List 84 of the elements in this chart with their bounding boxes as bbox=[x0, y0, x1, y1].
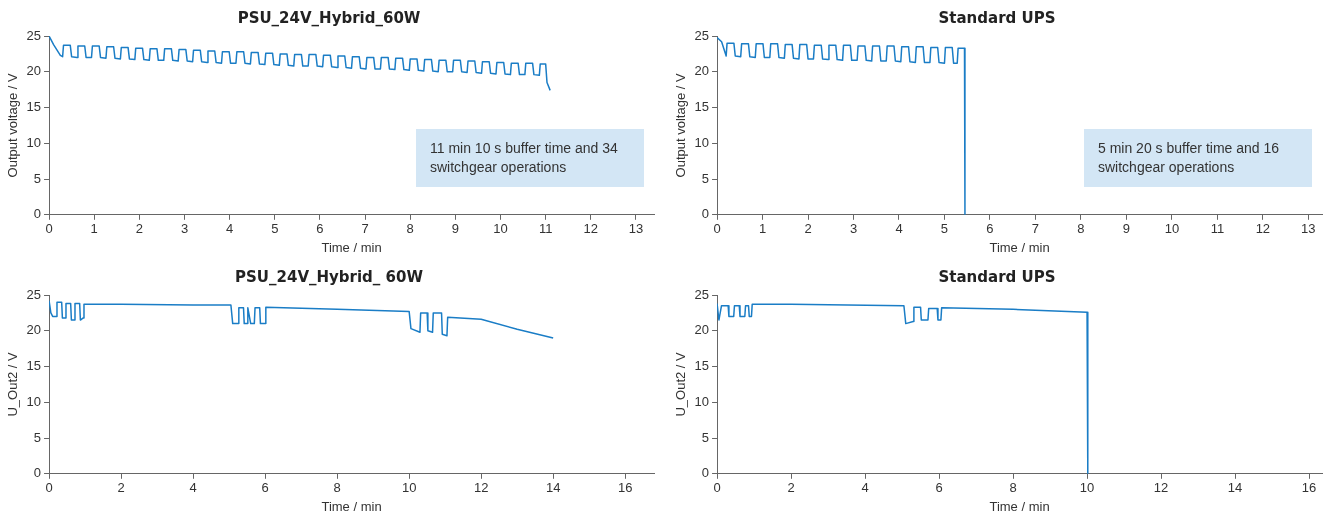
y-tick-label: 10 bbox=[694, 134, 710, 150]
y-tick-label: 20 bbox=[26, 63, 42, 79]
x-tick-label: 2 bbox=[804, 221, 812, 237]
x-tick-label: 2 bbox=[787, 480, 795, 496]
x-tick-label: 3 bbox=[849, 221, 858, 237]
x-tick-label: 9 bbox=[1122, 221, 1131, 237]
x-tick-label: 8 bbox=[1077, 221, 1085, 237]
x-tick-label: 16 bbox=[617, 480, 633, 496]
x-tick-label: 11 bbox=[538, 221, 553, 237]
x-tick-label: 4 bbox=[189, 480, 197, 496]
x-tick-label: 12 bbox=[1153, 480, 1169, 496]
y-tick-label: 25 bbox=[26, 27, 42, 43]
x-tick-label: 2 bbox=[117, 480, 125, 496]
y-axis-title: Output voltage / V bbox=[5, 73, 21, 178]
x-axis-title: Time / min bbox=[989, 239, 1050, 255]
x-tick-label: 14 bbox=[1227, 480, 1243, 496]
y-tick-label: 20 bbox=[26, 322, 42, 338]
x-tick-label: 13 bbox=[1301, 221, 1316, 237]
x-tick-label: 4 bbox=[895, 221, 903, 237]
x-tick-label: 10 bbox=[493, 221, 508, 237]
x-tick-label: 6 bbox=[935, 480, 943, 496]
y-tick-label: 20 bbox=[694, 322, 710, 338]
y-tick-label: 20 bbox=[694, 63, 710, 79]
x-tick-label: 5 bbox=[940, 221, 949, 237]
y-tick-label: 0 bbox=[33, 206, 42, 222]
x-tick-label: 10 bbox=[1164, 221, 1180, 237]
x-tick-label: 3 bbox=[180, 221, 189, 237]
x-tick-label: 1 bbox=[90, 221, 98, 237]
y-tick-label: 0 bbox=[33, 465, 42, 481]
x-tick-label: 0 bbox=[45, 221, 53, 237]
y-tick-label: 0 bbox=[701, 206, 710, 222]
x-tick-label: 8 bbox=[1009, 480, 1017, 496]
chart-title: Standard UPS bbox=[938, 8, 1056, 27]
x-tick-label: 0 bbox=[713, 480, 721, 496]
x-tick-label: 5 bbox=[271, 221, 279, 237]
x-tick-label: 2 bbox=[135, 221, 143, 237]
x-tick-label: 6 bbox=[986, 221, 994, 237]
x-tick-label: 4 bbox=[861, 480, 869, 496]
x-axis-title: Time / min bbox=[989, 498, 1050, 514]
y-tick-label: 5 bbox=[701, 429, 710, 445]
y-tick-label: 15 bbox=[26, 99, 42, 115]
y-tick-label: 5 bbox=[33, 429, 42, 445]
y-axis-title: U_Out2 / V bbox=[5, 351, 21, 417]
x-tick-label: 8 bbox=[333, 480, 341, 496]
x-tick-label: 9 bbox=[451, 221, 459, 237]
x-axis-title: Time / min bbox=[321, 239, 382, 255]
x-tick-label: 1 bbox=[758, 221, 767, 237]
y-tick-label: 5 bbox=[33, 170, 42, 186]
note-box: 11 min 10 s buffer time and 34 switchgear operations bbox=[416, 128, 644, 187]
x-axis-title: Time / min bbox=[321, 498, 382, 514]
y-tick-label: 25 bbox=[694, 27, 710, 43]
x-tick-label: 0 bbox=[713, 221, 721, 237]
y-tick-label: 10 bbox=[26, 134, 42, 150]
y-tick-label: 25 bbox=[26, 286, 42, 302]
x-tick-label: 12 bbox=[583, 221, 599, 237]
y-tick-label: 10 bbox=[694, 393, 710, 409]
x-tick-label: 4 bbox=[226, 221, 234, 237]
x-tick-label: 13 bbox=[628, 221, 644, 237]
y-tick-label: 25 bbox=[694, 286, 710, 302]
chart-title: Standard UPS bbox=[938, 267, 1056, 286]
y-tick-label: 15 bbox=[26, 358, 42, 374]
x-tick-label: 11 bbox=[1210, 221, 1225, 237]
x-tick-label: 12 bbox=[1255, 221, 1271, 237]
x-tick-label: 0 bbox=[45, 480, 53, 496]
y-tick-label: 0 bbox=[701, 465, 710, 481]
note-box: 5 min 20 s buffer time and 16 switchgear operations bbox=[1084, 128, 1312, 187]
y-tick-label: 10 bbox=[26, 393, 42, 409]
x-tick-label: 10 bbox=[1079, 480, 1095, 496]
y-tick-label: 5 bbox=[701, 170, 710, 186]
y-axis-title: U_Out2 / V bbox=[673, 351, 689, 417]
x-tick-label: 6 bbox=[316, 221, 324, 237]
x-tick-label: 8 bbox=[406, 221, 414, 237]
x-tick-label: 12 bbox=[473, 480, 489, 496]
y-axis-title: Output voltage / V bbox=[673, 73, 689, 178]
x-tick-label: 7 bbox=[361, 221, 369, 237]
x-tick-label: 16 bbox=[1301, 480, 1317, 496]
x-tick-label: 6 bbox=[261, 480, 269, 496]
x-tick-label: 10 bbox=[401, 480, 417, 496]
y-tick-label: 15 bbox=[694, 99, 710, 115]
x-tick-label: 7 bbox=[1031, 221, 1040, 237]
chart-title: PSU_24V_Hybrid_ 60W bbox=[235, 267, 424, 286]
x-tick-label: 14 bbox=[545, 480, 561, 496]
y-tick-label: 15 bbox=[694, 358, 710, 374]
chart-title: PSU_24V_Hybrid_60W bbox=[237, 8, 421, 27]
